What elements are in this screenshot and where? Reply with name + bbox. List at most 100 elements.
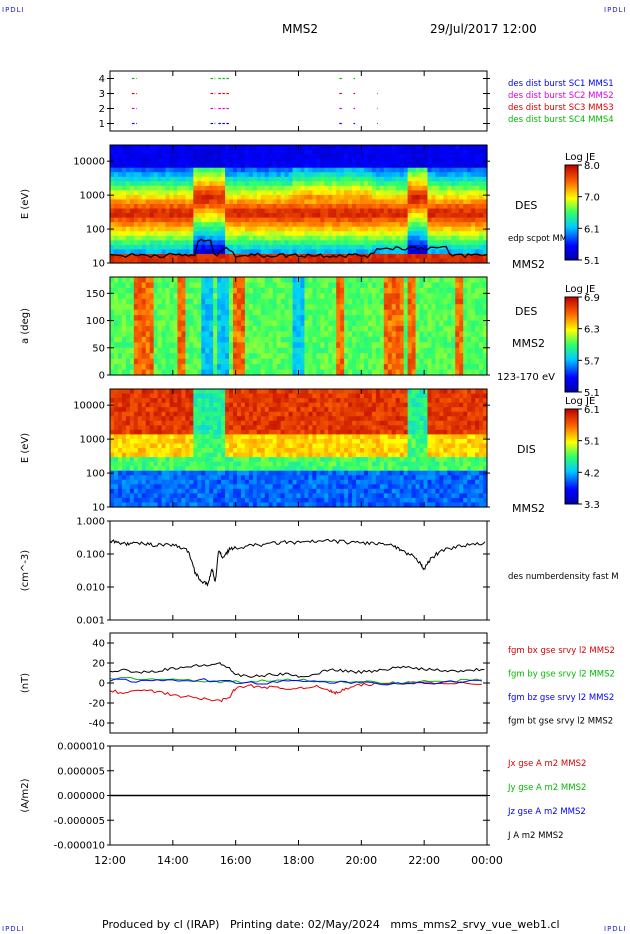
pitch-angle-cell	[189, 304, 194, 311]
electron-spectrogram-cell	[252, 258, 258, 264]
electron-spectrogram-cell	[439, 226, 444, 232]
electron-spectrogram-cell	[391, 181, 397, 187]
electron-spectrogram-cell	[280, 194, 286, 201]
electron-spectrogram-cell	[217, 167, 222, 173]
pitch-angle-cell	[455, 309, 460, 316]
electron-spectrogram-cell	[197, 258, 202, 264]
electron-spectrogram-cell	[300, 208, 306, 214]
electron-spectrogram-cell	[316, 172, 321, 178]
pitch-angle-cell	[475, 298, 480, 305]
pitch-angle-cell	[395, 277, 401, 284]
electron-spectrogram-cell	[375, 167, 381, 173]
pitch-angle-cell	[352, 304, 357, 311]
electron-spectrogram-cell	[201, 185, 206, 191]
pitch-angle-cell	[173, 347, 179, 354]
electron-spectrogram-cell	[185, 249, 190, 255]
pitch-angle-cell	[336, 331, 341, 338]
pitch-angle-cell	[173, 309, 179, 316]
electron-spectrogram-cell	[221, 185, 226, 191]
pitch-angle-cell	[356, 326, 361, 333]
electron-spectrogram-cell	[260, 226, 266, 232]
pitch-angle-cell	[113, 277, 119, 284]
electron-spectrogram-cell	[173, 181, 179, 187]
electron-spectrogram-cell	[475, 235, 480, 241]
pitch-angle-cell	[189, 369, 194, 376]
electron-spectrogram-cell	[427, 163, 433, 169]
electron-spectrogram-cell	[240, 204, 246, 210]
pitch-angle-cell	[173, 336, 179, 343]
electron-spectrogram-cell	[244, 185, 250, 191]
electron-spectrogram-cell	[296, 154, 302, 160]
pitch-angle-cell	[451, 320, 456, 327]
electron-spectrogram-cell	[447, 185, 452, 191]
electron-spectrogram-cell	[379, 190, 385, 196]
pitch-angle-cell	[236, 298, 242, 305]
pitch-angle-cell	[177, 287, 183, 294]
electron-spectrogram-cell	[360, 208, 365, 214]
electron-spectrogram-cell	[256, 194, 262, 201]
pitch-angle-cell	[113, 364, 119, 371]
electron-spectrogram-cell	[225, 158, 230, 164]
electron-spectrogram-cell	[336, 185, 341, 191]
electron-spectrogram-cell	[328, 163, 333, 169]
pitch-angle-cell	[475, 304, 480, 311]
electron-spectrogram-cell	[419, 217, 425, 223]
pitch-angle-cell	[352, 277, 357, 284]
electron-spectrogram-cell	[340, 158, 345, 164]
pitch-angle-cell	[193, 298, 198, 305]
electron-spectrogram-cell	[149, 258, 155, 264]
pitch-angle-cell	[153, 309, 159, 316]
pitch-angle-cell	[129, 331, 135, 338]
pitch-angle-cell	[300, 287, 306, 294]
electron-spectrogram-cell	[479, 231, 484, 237]
electron-spectrogram-cell	[459, 154, 464, 160]
electron-spectrogram-cell	[264, 149, 270, 155]
ion-spectrogram-cell	[117, 470, 123, 476]
pitch-angle-cell	[316, 315, 321, 322]
electron-spectrogram-cell	[296, 249, 302, 255]
electron-spectrogram-cell	[240, 235, 246, 241]
pitch-angle-cell	[395, 353, 401, 360]
electron-spectrogram-cell	[244, 172, 250, 178]
electron-spectrogram-cell	[423, 235, 429, 241]
electron-spectrogram-cell	[300, 167, 306, 173]
electron-spectrogram-cell	[435, 249, 440, 255]
electron-spectrogram-cell	[280, 145, 286, 151]
electron-spectrogram-cell	[387, 154, 393, 160]
pitch-angle-cell	[181, 353, 186, 360]
pitch-angle-cell	[447, 342, 452, 349]
electron-spectrogram-cell	[272, 176, 278, 182]
electron-spectrogram-cell	[197, 154, 202, 160]
electron-spectrogram-cell	[447, 181, 452, 187]
electron-spectrogram-cell	[451, 163, 456, 169]
ion-spectrogram-cell	[133, 411, 139, 417]
pitch-angle-cell	[185, 315, 190, 322]
pitch-angle-cell	[475, 287, 480, 294]
ion-spectrogram-cell	[137, 475, 143, 481]
ion-spectrogram-cell	[169, 411, 175, 417]
pitch-angle-cell	[336, 298, 341, 305]
electron-spectrogram-cell	[308, 226, 313, 232]
electron-spectrogram-cell	[463, 235, 468, 241]
electron-spectrogram-cell	[201, 181, 206, 187]
electron-spectrogram-cell	[304, 231, 310, 237]
electron-spectrogram-cell	[463, 217, 468, 223]
pitch-angle-cell	[193, 326, 198, 333]
electron-spectrogram-cell	[451, 199, 456, 205]
electron-spectrogram-cell	[201, 240, 206, 246]
pitch-angle-cell	[169, 309, 175, 316]
pitch-angle-cell	[165, 315, 171, 322]
pitch-angle-cell	[169, 331, 175, 338]
electron-spectrogram-cell	[157, 217, 163, 223]
pitch-angle-cell	[348, 309, 353, 316]
electron-spectrogram-cell	[260, 235, 266, 241]
pitch-angle-cell	[260, 326, 266, 333]
electron-spectrogram-cell	[387, 181, 393, 187]
electron-spectrogram-cell	[427, 235, 433, 241]
pitch-angle-cell	[129, 309, 135, 316]
pitch-angle-cell	[165, 353, 171, 360]
ion-spectrogram-cell	[161, 398, 167, 404]
electron-spectrogram-cell	[177, 149, 183, 155]
pitch-angle-cell	[447, 287, 452, 294]
pitch-angle-cell	[419, 358, 425, 365]
